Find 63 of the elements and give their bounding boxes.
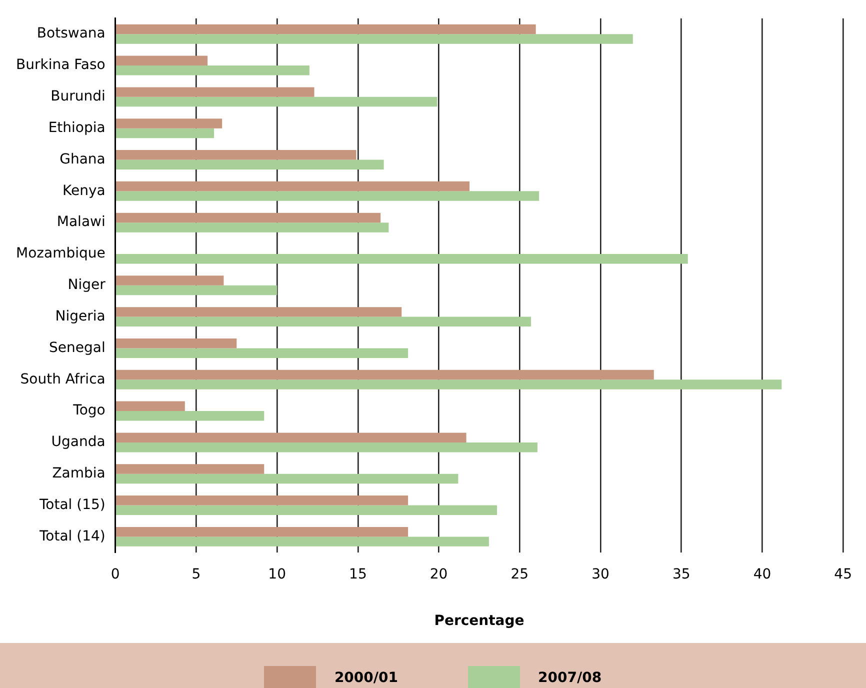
bar — [116, 181, 470, 192]
bar — [116, 370, 654, 380]
bar — [116, 96, 438, 107]
x-axis-title: Percentage — [434, 613, 524, 630]
y-tick-label: Burkina Faso — [16, 57, 106, 74]
y-tick-label: Total (14) — [38, 528, 106, 544]
bar — [116, 150, 356, 160]
y-tick-label: Uganda — [51, 434, 106, 450]
legend-label: 2000/01 — [334, 670, 398, 688]
y-tick-label: South Africa — [20, 371, 106, 388]
bar — [116, 285, 278, 296]
bar — [116, 442, 538, 452]
bar — [116, 254, 688, 264]
y-tick-label: Ethiopia — [48, 120, 106, 136]
bar — [116, 56, 208, 66]
y-tick-label: Senegal — [49, 340, 106, 356]
bar — [116, 222, 389, 232]
bar — [116, 128, 214, 138]
bar — [116, 307, 402, 317]
x-tick-label: 15 — [349, 566, 367, 582]
y-tick-label: Nigeria — [55, 308, 106, 324]
x-tick-label: 10 — [268, 566, 286, 582]
bar — [116, 118, 222, 128]
x-tick-label: 35 — [672, 566, 690, 582]
x-tick-label: 45 — [834, 566, 852, 582]
x-tick-label: 30 — [592, 566, 610, 582]
bar — [116, 380, 782, 390]
y-tick-label: Niger — [68, 277, 106, 294]
y-tick-label: Total (15) — [38, 496, 106, 513]
bar — [116, 87, 314, 97]
x-tick-label: 25 — [510, 566, 529, 582]
bar — [116, 24, 536, 34]
bar — [116, 66, 310, 76]
x-tick-label: 40 — [753, 566, 772, 582]
y-tick-label: Togo — [72, 402, 106, 419]
bar — [116, 338, 237, 348]
y-tick-label: Botswana — [36, 26, 106, 42]
bar — [116, 191, 540, 201]
x-tick-label: 5 — [192, 566, 201, 582]
bar — [116, 496, 408, 506]
bar — [116, 464, 264, 474]
y-tick-label: Zambia — [52, 466, 106, 482]
y-tick-label: Malawi — [56, 214, 106, 230]
bar — [116, 34, 633, 44]
x-tick-label: 0 — [110, 566, 120, 582]
bar — [116, 348, 408, 358]
y-tick-label: Burundi — [50, 88, 106, 105]
bar — [116, 212, 381, 223]
bar — [116, 160, 384, 170]
x-tick-label: 20 — [430, 566, 448, 582]
bar — [116, 432, 466, 442]
bar — [116, 526, 408, 537]
y-tick-label: Mozambique — [16, 246, 106, 262]
bar — [116, 536, 489, 546]
y-tick-label: Kenya — [62, 182, 106, 199]
bar — [116, 411, 264, 421]
y-tick-label: Ghana — [60, 151, 106, 168]
bar — [116, 474, 458, 484]
bar — [116, 505, 498, 516]
legend-label: 2007/08 — [538, 670, 602, 688]
bar — [116, 316, 531, 327]
bar — [116, 401, 185, 412]
bar — [116, 276, 224, 286]
